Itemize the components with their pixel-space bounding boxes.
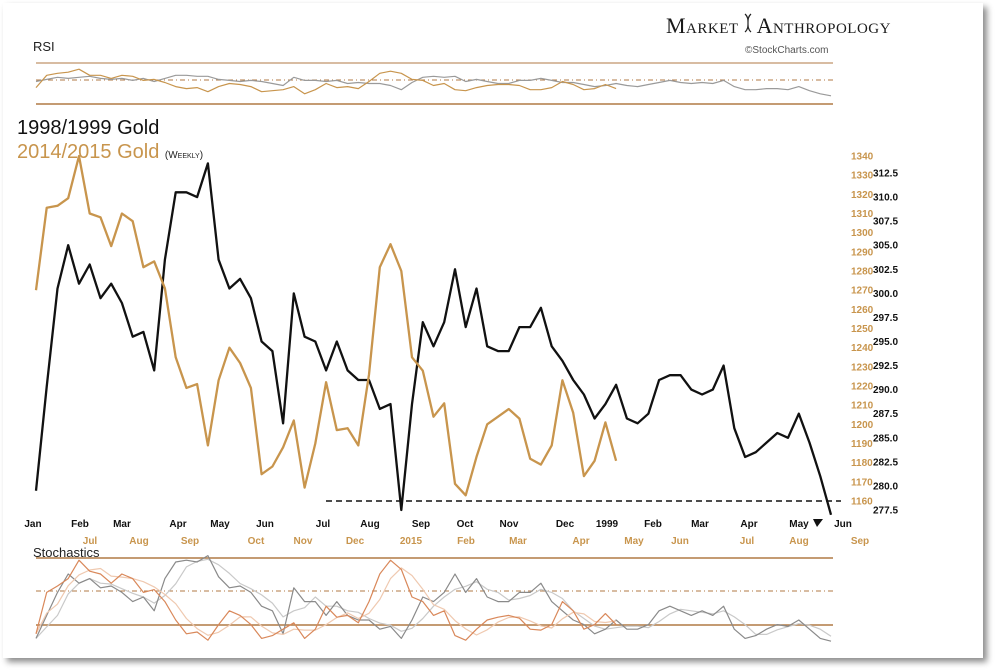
series-1998-line [34,162,833,516]
y-inner-tick: 312.5 [873,169,898,180]
x-black-tick: Jun [256,519,274,530]
rsi-2014-line [35,68,617,95]
stoch-1998-d-line [35,558,832,639]
x-black-tick: 1999 [596,519,619,530]
x-gold-tick: Jul [83,536,98,547]
y-inner-tick: 277.5 [873,506,898,517]
x-gold-tick: Sep [181,536,199,547]
rsi-series-group [35,68,832,97]
rsi-panel [36,62,833,105]
x-black-tick: Feb [71,519,89,530]
x-black-tick: Feb [644,519,662,530]
x-gold-tick: Feb [457,536,475,547]
y-outer-tick: 1230 [851,362,874,373]
title-gold-sub: (Weekly) [164,150,204,161]
x-gold-tick: May [624,536,644,547]
x-gold-tick: Apr [572,536,589,547]
y-outer-tick: 1340 [851,152,874,163]
title-black: 1998/1999 Gold [17,117,160,139]
y-outer-tick: 1190 [851,439,873,450]
y-inner-tick: 300.0 [873,289,898,300]
y-outer-tick: 1280 [851,267,874,278]
x-black-tick: May [210,519,230,530]
y-outer-tick: 1320 [851,190,874,201]
stoch-series-group [35,554,832,642]
x-black-tick: Jun [834,519,852,530]
x-gold-tick: Dec [346,536,365,547]
y-inner-tick: 295.0 [873,337,898,348]
x-black-tick: Apr [169,519,186,530]
y-inner-tick: 290.0 [873,385,898,396]
y-outer-tick: 1210 [851,401,874,412]
copyright: ©StockCharts.com [745,45,829,56]
x-black-tick: Apr [740,519,757,530]
series-2014-line [34,154,618,497]
y-outer-tick: 1220 [851,382,874,393]
x-axis-gold: Jul Aug Sep Oct Nov Dec 2015 Feb Mar Apr May Jun Jul… [83,536,869,547]
y-inner-tick: 307.5 [873,217,898,228]
dna-icon [744,13,751,33]
x-gold-tick: Oct [248,536,265,547]
y-outer-tick: 1160 [851,497,873,508]
y-outer-tick: 1310 [851,209,874,220]
x-gold-tick: Aug [789,536,808,547]
brand-logo: Market Anthropology [666,13,891,39]
x-black-tick: May [789,519,809,530]
x-black-tick: Dec [556,519,575,530]
y-outer-tick: 1260 [851,305,874,316]
y-axis-inner: 312.5 310.0 307.5 305.0 302.5 300.0 297.5 295.0… [873,169,898,517]
down-arrow-icon [813,519,823,527]
brand-left: Market [666,13,739,38]
x-black-tick: Jul [316,519,331,530]
x-gold-tick: Jun [671,536,689,547]
y-outer-tick: 1330 [851,171,874,182]
main-series-group [34,154,833,516]
title-gold-text: 2014/2015 Gold [17,141,160,163]
x-gold-tick: Sep [851,536,869,547]
x-axis-black: Jan Feb Mar Apr May Jun Jul Aug Sep Oct Nov Dec 1999… [24,519,852,530]
x-gold-tick: Jul [740,536,755,547]
chart-svg: 312.5 310.0 307.5 305.0 302.5 300.0 297.5 295.0… [24,62,898,642]
y-outer-tick: 1300 [851,228,874,239]
rsi-label: RSI [33,39,55,54]
x-black-tick: Mar [691,519,709,530]
y-inner-tick: 285.0 [873,433,898,444]
y-outer-tick: 1180 [851,458,873,469]
y-outer-tick: 1200 [851,420,874,431]
x-black-tick: Jan [24,519,41,530]
y-inner-tick: 310.0 [873,193,898,204]
stoch-1998-k-line [35,554,832,642]
x-black-tick: Aug [360,519,379,530]
y-inner-tick: 282.5 [873,457,898,468]
x-black-tick: Nov [500,519,519,530]
y-inner-tick: 297.5 [873,313,898,324]
y-inner-tick: 305.0 [873,241,898,252]
chart-frame: 312.5 310.0 307.5 305.0 302.5 300.0 297.5 295.0… [3,3,983,658]
x-gold-tick: Mar [509,536,527,547]
title-gold: 2014/2015 Gold (Weekly) [17,141,203,164]
x-gold-tick: 2015 [400,536,423,547]
y-inner-tick: 302.5 [873,265,898,276]
x-gold-tick: Nov [294,536,313,547]
stochastics-label: Stochastics [33,545,100,560]
x-black-tick: Sep [412,519,430,530]
y-outer-tick: 1240 [851,343,874,354]
y-outer-tick: 1250 [851,324,874,335]
y-inner-tick: 292.5 [873,361,898,372]
brand-right: Anthropology [756,13,891,38]
stoch-2014-k-line [35,559,617,641]
x-gold-tick: Aug [129,536,148,547]
x-black-tick: Mar [113,519,131,530]
y-inner-tick: 280.0 [873,481,898,492]
y-outer-tick: 1170 [851,477,873,488]
x-black-tick: Oct [457,519,474,530]
rsi-1998-line [35,74,832,97]
y-axis-outer: 1340 1330 1320 1310 1300 1290 1280 1270 1260 1250… [851,152,874,508]
y-outer-tick: 1290 [851,247,874,258]
y-inner-tick: 287.5 [873,409,898,420]
y-outer-tick: 1270 [851,286,874,297]
